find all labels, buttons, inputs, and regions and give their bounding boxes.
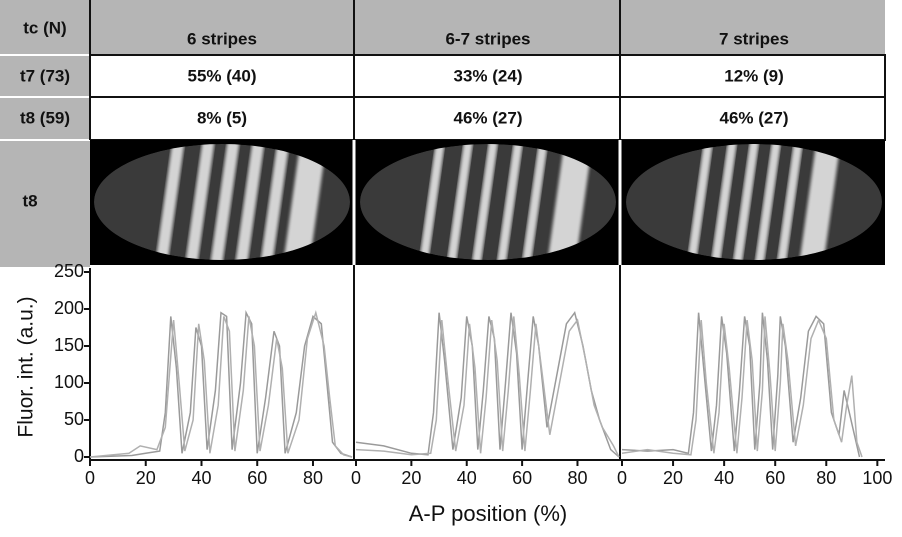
x-axis-label: A-P position (%) (409, 501, 568, 526)
x-tick-label: 40 (191, 468, 211, 488)
x-tick-label: 40 (714, 468, 734, 488)
stripe (546, 144, 593, 260)
cell: 33% (24) (454, 66, 523, 85)
stripe (754, 144, 782, 260)
header-cell: tc (N) (23, 18, 66, 37)
stripe (471, 144, 499, 260)
cell: 46% (27) (454, 108, 523, 127)
x-tick-label: 20 (401, 468, 421, 488)
x-tick-label: 60 (512, 468, 532, 488)
y-tick-label: 250 (54, 261, 84, 281)
x-tick-label: 20 (663, 468, 683, 488)
stripe (418, 144, 446, 260)
trace (89, 309, 353, 458)
stripe (776, 144, 804, 260)
stripe (732, 144, 760, 260)
header-cell: 7 stripes (719, 29, 789, 48)
x-tick-label: 80 (303, 468, 323, 488)
stripe (154, 144, 185, 260)
y-tick-label: 100 (54, 372, 84, 392)
x-tick-label: 0 (85, 468, 95, 488)
x-tick-label: 100 (862, 468, 892, 488)
x-tick-label: 20 (136, 468, 156, 488)
cell: 46% (27) (720, 108, 789, 127)
cell: 8% (5) (197, 108, 247, 127)
x-tick-label: 60 (247, 468, 267, 488)
y-tick-label: 50 (64, 409, 84, 429)
row-header: t8 (59) (20, 108, 70, 127)
stripe (184, 144, 215, 260)
header-cell: 6 stripes (187, 29, 257, 48)
stripe (282, 144, 327, 260)
x-tick-label: 60 (765, 468, 785, 488)
header-bg (0, 0, 885, 55)
stripe (446, 144, 474, 260)
x-tick-label: 0 (351, 468, 361, 488)
x-tick-label: 40 (457, 468, 477, 488)
row-header: t7 (73) (20, 66, 70, 85)
x-tick-label: 0 (617, 468, 627, 488)
header-cell: 6-7 stripes (445, 29, 530, 48)
y-tick-label: 200 (54, 298, 84, 318)
x-tick-label: 80 (816, 468, 836, 488)
trace (89, 309, 353, 458)
stripe (209, 144, 240, 260)
x-tick-label: 80 (567, 468, 587, 488)
y-axis-label: Fluor. int. (a.u.) (15, 296, 38, 437)
trace (355, 316, 620, 458)
embryo (94, 144, 350, 260)
stripe (798, 144, 841, 260)
row-header: t8 (22, 191, 37, 210)
embryo (360, 144, 616, 260)
stripe (234, 144, 265, 260)
trace (355, 310, 620, 458)
cell: 12% (9) (724, 66, 784, 85)
cell: 55% (40) (188, 66, 257, 85)
stripe (686, 144, 714, 260)
y-tick-label: 150 (54, 335, 84, 355)
embryo (626, 144, 882, 260)
trace (621, 312, 861, 458)
y-tick-label: 0 (74, 446, 84, 466)
row-header-bg (0, 55, 90, 267)
stripe (710, 144, 738, 260)
stripe (259, 144, 290, 260)
stripe (496, 144, 524, 260)
trace (621, 316, 863, 458)
embryo-images (94, 144, 882, 260)
stripe (521, 144, 549, 260)
